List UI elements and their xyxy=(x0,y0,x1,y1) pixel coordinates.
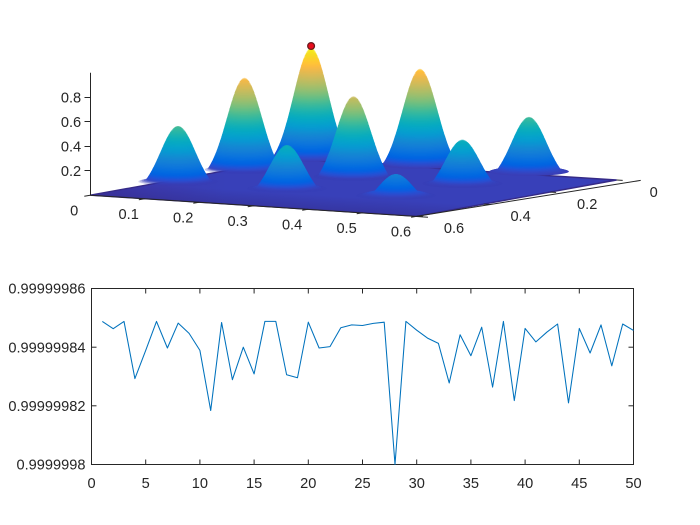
svg-text:0.8: 0.8 xyxy=(61,90,81,106)
svg-text:0.6: 0.6 xyxy=(444,221,464,237)
svg-text:45: 45 xyxy=(571,476,587,492)
svg-text:0.5: 0.5 xyxy=(336,221,356,237)
svg-text:0.1: 0.1 xyxy=(119,207,139,223)
svg-text:5: 5 xyxy=(142,476,150,492)
svg-text:0.99999982: 0.99999982 xyxy=(8,399,85,415)
svg-text:20: 20 xyxy=(300,476,316,492)
svg-text:0.6: 0.6 xyxy=(61,115,81,131)
svg-text:0.2: 0.2 xyxy=(173,210,193,226)
svg-text:40: 40 xyxy=(517,476,533,492)
svg-text:0.99999984: 0.99999984 xyxy=(8,340,85,356)
svg-text:15: 15 xyxy=(246,476,262,492)
svg-text:0.3: 0.3 xyxy=(227,214,247,230)
svg-text:50: 50 xyxy=(625,476,641,492)
svg-text:0.4: 0.4 xyxy=(282,217,302,233)
svg-text:0: 0 xyxy=(70,203,78,219)
svg-text:0.2: 0.2 xyxy=(577,197,597,213)
svg-text:0.99999986: 0.99999986 xyxy=(8,282,85,298)
svg-text:0: 0 xyxy=(87,476,95,492)
svg-text:30: 30 xyxy=(409,476,425,492)
svg-text:0.4: 0.4 xyxy=(61,139,81,155)
svg-text:25: 25 xyxy=(354,476,370,492)
svg-text:0.6: 0.6 xyxy=(391,224,411,240)
svg-text:0.4: 0.4 xyxy=(510,209,530,225)
svg-text:0: 0 xyxy=(650,185,658,201)
svg-text:35: 35 xyxy=(463,476,479,492)
svg-text:0.9999998: 0.9999998 xyxy=(17,458,86,474)
svg-text:10: 10 xyxy=(192,476,208,492)
svg-text:0.2: 0.2 xyxy=(61,164,81,180)
